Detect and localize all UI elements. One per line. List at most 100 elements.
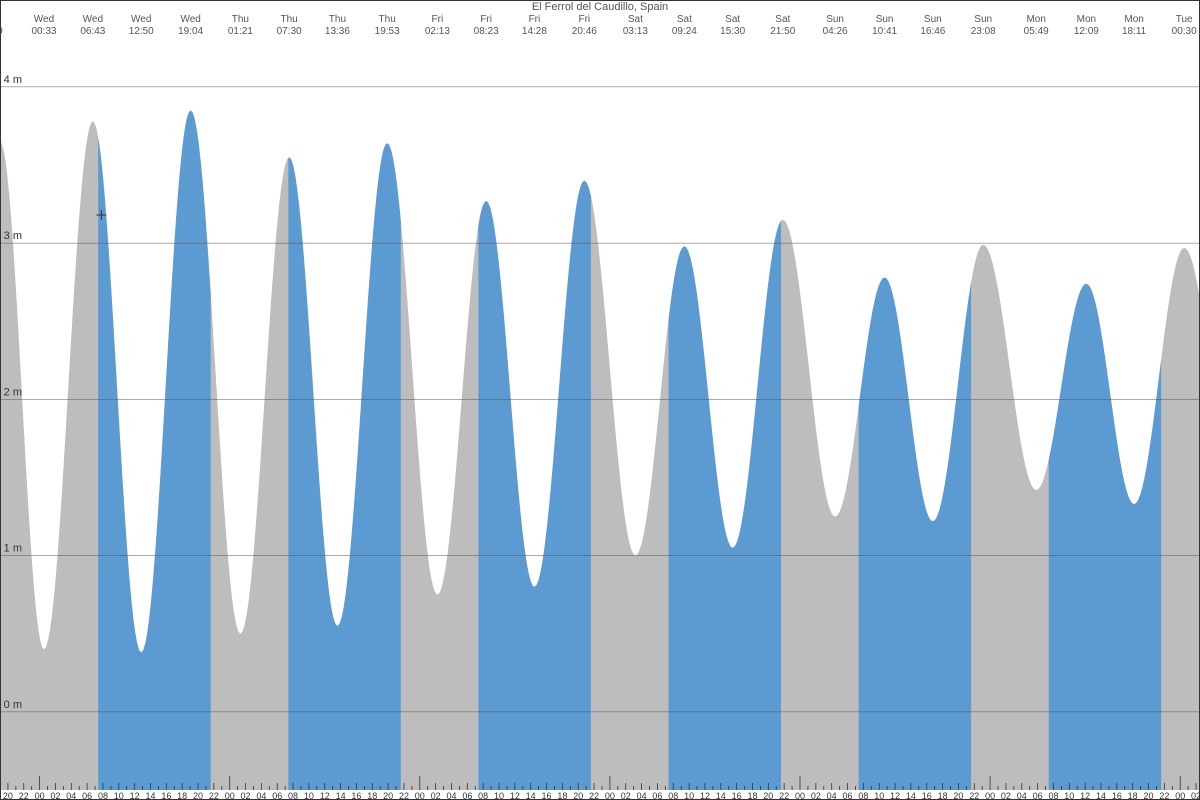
hour-label: 22 [589, 791, 599, 800]
header-time: 04:26 [823, 26, 848, 37]
hour-label: 16 [161, 791, 171, 800]
hour-label: 06 [843, 791, 853, 800]
header-time: 20:46 [572, 26, 597, 37]
hour-label: 18 [177, 791, 187, 800]
hour-label: 06 [82, 791, 92, 800]
hour-label: 22 [399, 791, 409, 800]
hour-label: 04 [1017, 791, 1027, 800]
hour-label: 16 [351, 791, 361, 800]
header-time: 01:21 [228, 26, 253, 37]
hour-label: 08 [478, 791, 488, 800]
hour-label: 20 [953, 791, 963, 800]
header-time: 23:08 [971, 26, 996, 37]
hour-label: 18 [1128, 791, 1138, 800]
header-time: 12:50 [129, 26, 154, 37]
header-time: 10:41 [872, 26, 897, 37]
hour-label: 12 [1080, 791, 1090, 800]
hour-label: 20 [193, 791, 203, 800]
hour-label: 14 [906, 791, 916, 800]
hour-label: 20 [573, 791, 583, 800]
y-tick-label: 2 m [4, 386, 22, 398]
hour-label: 14 [336, 791, 346, 800]
header-time: 07:30 [277, 26, 302, 37]
hour-label: 08 [288, 791, 298, 800]
hour-label: 10 [114, 791, 124, 800]
hour-label: 22 [779, 791, 789, 800]
header-time: 21:50 [770, 26, 795, 37]
hour-label: 10 [874, 791, 884, 800]
hour-label: 20 [3, 791, 13, 800]
hour-label: 22 [209, 791, 219, 800]
hour-label: 02 [431, 791, 441, 800]
tide-fill-day [859, 278, 971, 791]
header-day: Wed [180, 14, 200, 25]
hour-label: 18 [367, 791, 377, 800]
hour-label: 10 [494, 791, 504, 800]
hour-label: 02 [1001, 791, 1011, 800]
hour-label: 12 [890, 791, 900, 800]
y-tick-label: 1 m [4, 543, 22, 555]
hour-label: 18 [938, 791, 948, 800]
header-day: Sat [775, 14, 790, 25]
header-time: 19:53 [375, 26, 400, 37]
hour-label: 08 [98, 791, 108, 800]
hour-label: 04 [256, 791, 266, 800]
header-day: Sat [725, 14, 740, 25]
hour-label: 00 [415, 791, 425, 800]
header-day: Sat [628, 14, 643, 25]
hour-label: 00 [225, 791, 235, 800]
tide-fill-day [288, 143, 400, 790]
hour-label: 06 [1033, 791, 1043, 800]
y-tick-label: 0 m [4, 699, 22, 711]
tide-fill-day [669, 221, 781, 790]
hour-label: 08 [1048, 791, 1058, 800]
header-day: Wed [34, 14, 54, 25]
header-day: Thu [379, 14, 396, 25]
hour-label: 10 [1064, 791, 1074, 800]
y-tick-label: 3 m [4, 230, 22, 242]
hour-label: 20 [1144, 791, 1154, 800]
header-day: Thu [232, 14, 249, 25]
hour-label: 16 [542, 791, 552, 800]
header-day: Mon [1077, 14, 1096, 25]
hour-label: 02 [621, 791, 631, 800]
header-day: Wed [83, 14, 103, 25]
hour-label: 02 [811, 791, 821, 800]
hour-label: 12 [320, 791, 330, 800]
tide-fill-day [1049, 284, 1161, 790]
hour-label: 02 [1191, 791, 1200, 800]
header-time: 15:30 [720, 26, 745, 37]
hour-label: 14 [526, 791, 536, 800]
header-time: 19:04 [178, 26, 203, 37]
header-time: 00:30 [1172, 26, 1197, 37]
hour-label: 10 [304, 791, 314, 800]
header-day: Tue [1176, 14, 1193, 25]
header-time: 08:23 [474, 26, 499, 37]
header-time: 09:24 [672, 26, 697, 37]
header-day: Fri [529, 14, 541, 25]
tide-fill-day [478, 181, 590, 790]
header-time: 00:33 [31, 26, 56, 37]
hour-label: 00 [985, 791, 995, 800]
header-time: 16:46 [920, 26, 945, 37]
hour-label: 02 [50, 791, 60, 800]
hour-label: 16 [1112, 791, 1122, 800]
header-day: Fri [480, 14, 492, 25]
header-day: Sat [677, 14, 692, 25]
hour-label: 06 [272, 791, 282, 800]
header-labels: 9Wed00:33Wed06:43Wed12:50Wed19:04Thu01:2… [0, 14, 1197, 37]
hour-label: 18 [557, 791, 567, 800]
header-day: Fri [432, 14, 444, 25]
header-time: 02:13 [425, 26, 450, 37]
chart-title: El Ferrol del Caudillo, Spain [532, 1, 668, 13]
hour-label: 22 [969, 791, 979, 800]
hour-label: 22 [19, 791, 29, 800]
hour-label: 02 [241, 791, 251, 800]
hour-label: 12 [130, 791, 140, 800]
hour-label: 14 [145, 791, 155, 800]
hour-label: 16 [732, 791, 742, 800]
header-day: Thu [329, 14, 346, 25]
hour-label: 00 [1175, 791, 1185, 800]
hour-label: 16 [922, 791, 932, 800]
header-day: Sun [826, 14, 844, 25]
